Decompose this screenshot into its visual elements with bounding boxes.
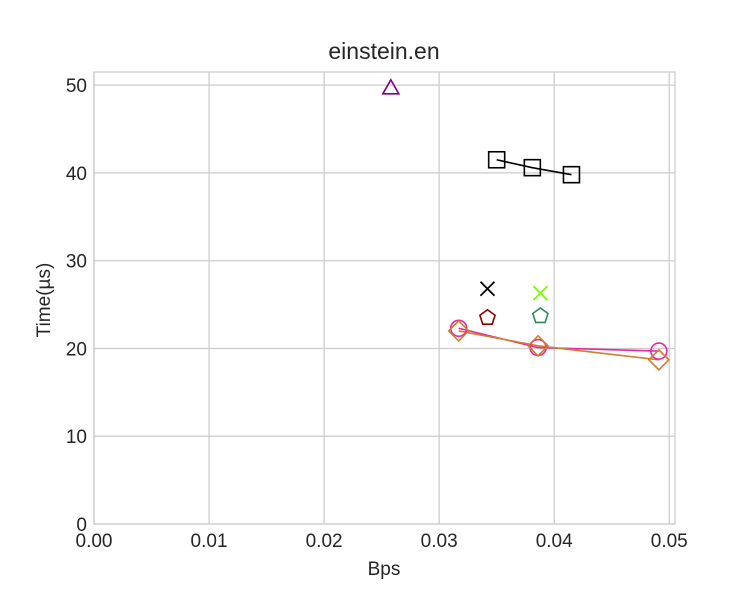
circle-marker bbox=[650, 342, 668, 360]
x-tick-label: 0.03 bbox=[421, 531, 458, 552]
diamond-marker bbox=[447, 319, 470, 343]
x-axis-ticks: 0.00 0.01 0.02 0.03 0.04 0.05 bbox=[76, 531, 688, 552]
x-tick-label: 0.05 bbox=[651, 531, 688, 552]
y-axis-ticks: 0 10 20 30 40 50 bbox=[66, 76, 87, 536]
chart-title: einstein.en bbox=[328, 38, 439, 64]
series-markers bbox=[381, 78, 671, 372]
y-tick-label: 0 bbox=[76, 515, 87, 536]
plot-area-frame bbox=[93, 71, 676, 525]
square-marker bbox=[523, 158, 542, 177]
series-lines bbox=[458, 158, 659, 361]
diamond-marker bbox=[647, 348, 671, 372]
y-tick-label: 20 bbox=[66, 339, 87, 360]
square-marker bbox=[487, 150, 506, 169]
y-tick-label: 30 bbox=[66, 252, 87, 273]
x-tick-label: 0.02 bbox=[306, 531, 343, 552]
pentagon-marker bbox=[531, 307, 549, 324]
x-marker-stroke bbox=[532, 285, 549, 301]
diamond-marker bbox=[526, 334, 550, 357]
pentagon-marker bbox=[478, 308, 497, 326]
y-axis-label: Time(µs) bbox=[34, 263, 55, 338]
x-marker-stroke bbox=[479, 281, 496, 297]
series-line bbox=[496, 158, 572, 176]
x-tick-label: 0.00 bbox=[76, 531, 113, 552]
y-tick-label: 40 bbox=[66, 164, 87, 185]
y-tick-label: 10 bbox=[66, 427, 87, 448]
square-marker bbox=[562, 165, 581, 184]
x-marker bbox=[479, 281, 496, 297]
series-line bbox=[458, 330, 659, 361]
x-marker bbox=[532, 285, 549, 301]
x-tick-label: 0.04 bbox=[536, 531, 573, 552]
x-axis-label: Bps bbox=[368, 559, 401, 580]
y-tick-label: 50 bbox=[66, 76, 87, 97]
triangle-marker bbox=[381, 78, 401, 95]
series-line bbox=[458, 327, 659, 352]
x-tick-label: 0.01 bbox=[191, 531, 228, 552]
